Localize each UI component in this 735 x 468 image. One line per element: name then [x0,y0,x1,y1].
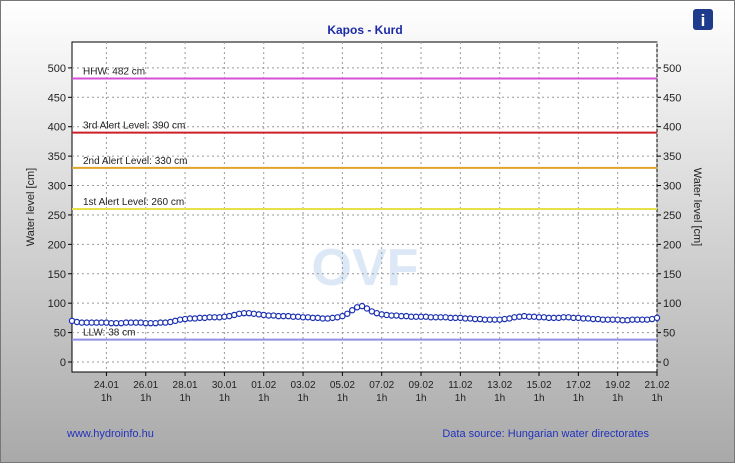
y2-tick-label: 300 [663,181,681,193]
point [339,312,346,320]
threshold-label: 3rd Alert Level: 390 cm [83,121,185,132]
y-tick-label: 150 [48,269,66,281]
x-tick-label: 01.02 [251,380,276,391]
y2-tick-label: 250 [663,210,681,222]
x-tick-label: 03.02 [291,380,316,391]
x-tick-label: 1h [455,393,466,404]
y-tick-label: 500 [48,63,66,75]
x-tick-label: 1h [612,393,623,404]
x-tick-label: 1h [140,393,151,404]
point [344,310,351,317]
x-tick-label: 1h [258,393,269,404]
point [363,305,371,312]
threshold-label: 1st Alert Level: 260 cm [83,197,184,208]
y2-tick-label: 350 [663,151,681,163]
threshold-label: 2nd Alert Level: 330 cm [83,156,188,167]
x-tick-label: 1h [494,393,505,404]
y-tick-label: 350 [48,151,66,163]
x-tick-label: 05.02 [330,380,355,391]
x-tick-label: 15.02 [527,380,552,391]
y-tick-label: 100 [48,298,66,310]
point [653,314,661,322]
x-tick-label: 21.02 [644,380,669,391]
x-tick-label: 1h [376,393,387,404]
x-tick-label: 1h [101,393,112,404]
svg-text:i: i [701,11,706,30]
y-tick-label: 200 [48,239,66,251]
y2-axis-label: Water level [cm] [691,168,703,246]
x-tick-label: 1h [573,393,584,404]
info-icon[interactable]: i [693,9,713,30]
y-tick-label: 0 [60,357,66,369]
x-tick-label: 1h [180,393,191,404]
x-tick-label: 1h [651,393,662,404]
x-tick-label: 26.01 [133,380,158,391]
footer-link[interactable]: www.hydroinfo.hu [66,428,154,440]
y2-tick-label: 400 [663,122,681,134]
y-tick-label: 250 [48,210,66,222]
y2-tick-label: 450 [663,92,681,104]
x-tick-label: 1h [533,393,544,404]
x-tick-label: 09.02 [409,380,434,391]
x-tick-label: 30.01 [212,380,237,391]
y-axis-label: Water level [cm] [25,168,37,246]
y2-tick-label: 100 [663,298,681,310]
y-tick-label: 50 [54,328,66,340]
threshold-label: HHW: 482 cm [83,66,145,77]
chart-title: Kapos - Kurd [327,23,402,37]
footer-source: Data source: Hungarian water directorate… [442,428,649,440]
x-tick-label: 13.02 [487,380,512,391]
y2-tick-label: 200 [663,239,681,251]
watermark: OVF [312,239,419,297]
x-tick-label: 24.01 [94,380,119,391]
x-tick-label: 19.02 [605,380,630,391]
y-tick-label: 450 [48,92,66,104]
threshold-label: LLW: 38 cm [83,328,135,339]
x-tick-label: 1h [219,393,230,404]
point [349,307,356,314]
y2-tick-label: 0 [663,357,669,369]
x-tick-label: 11.02 [448,380,473,391]
y-tick-label: 300 [48,181,66,193]
y2-tick-label: 500 [663,63,681,75]
x-tick-label: 17.02 [566,380,591,391]
x-tick-label: 1h [415,393,426,404]
x-tick-label: 1h [297,393,308,404]
y-tick-label: 400 [48,122,66,134]
x-tick-label: 1h [337,393,348,404]
x-tick-label: 07.02 [369,380,394,391]
x-tick-label: 28.01 [173,380,198,391]
y2-tick-label: 150 [663,269,681,281]
point [358,302,366,310]
y2-tick-label: 50 [663,328,675,340]
